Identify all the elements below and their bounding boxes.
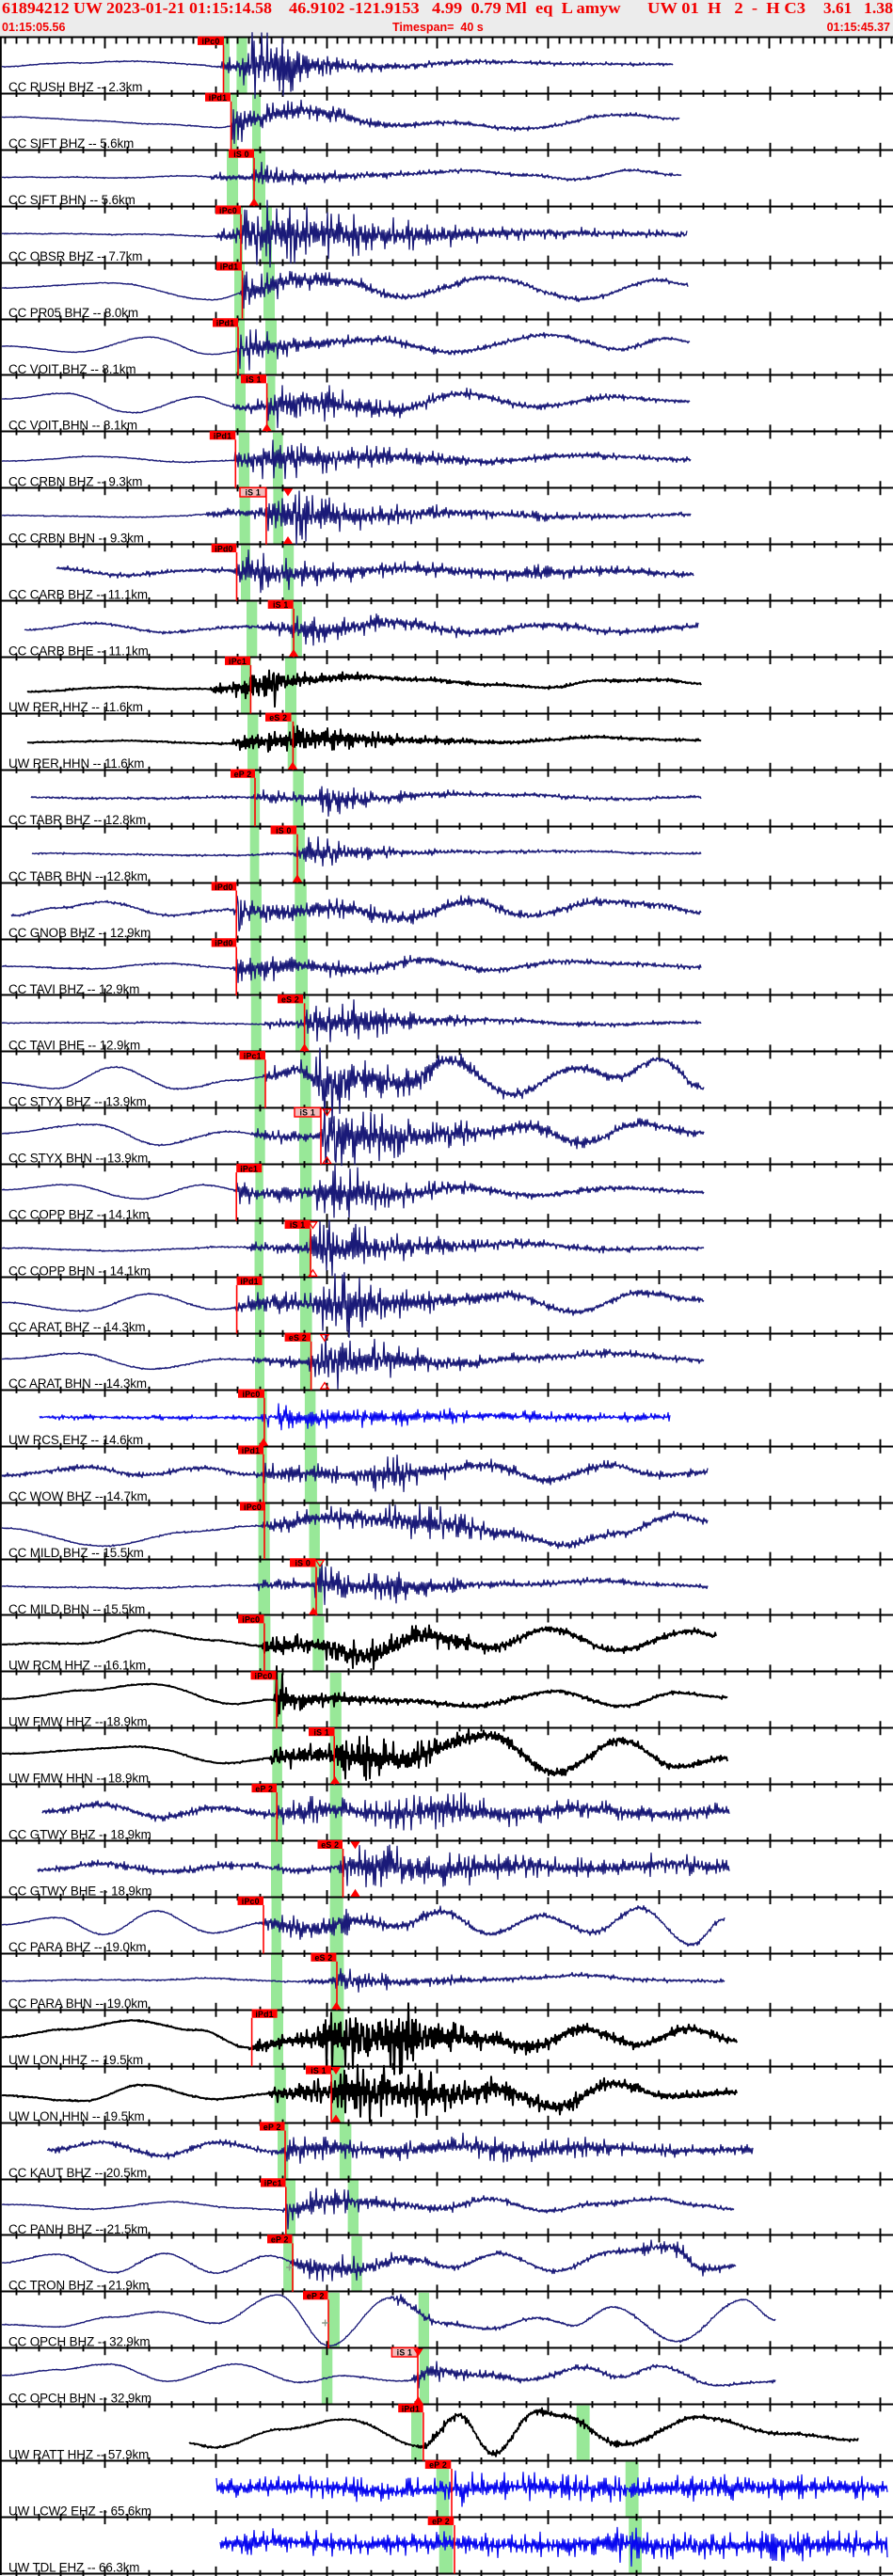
svg-text:eP 2: eP 2 [432, 2517, 450, 2526]
svg-text:iS 0: iS 0 [233, 150, 248, 159]
svg-text:eS 2: eS 2 [314, 1953, 332, 1963]
svg-text:iS 1: iS 1 [246, 375, 261, 385]
svg-text:iPc0: iPc0 [243, 1390, 261, 1399]
svg-text:iS 1: iS 1 [273, 600, 288, 610]
svg-text:iPc0: iPc0 [244, 1503, 262, 1512]
svg-text:CC MILD BHN -- 15.5km: CC MILD BHN -- 15.5km [8, 1602, 145, 1616]
svg-text:eP 2: eP 2 [307, 2292, 325, 2301]
svg-text:CC STYX BHN -- 13.9km: CC STYX BHN -- 13.9km [8, 1152, 148, 1166]
svg-text:CC PANH BHZ -- 21.5km: CC PANH BHZ -- 21.5km [8, 2222, 148, 2236]
svg-text:CC TABR BHN -- 12.8km: CC TABR BHN -- 12.8km [8, 869, 148, 883]
svg-text:iS 1: iS 1 [397, 2347, 412, 2357]
svg-text:eP 2: eP 2 [255, 1784, 273, 1793]
svg-text:UW LON HHZ -- 19.5km: UW LON HHZ -- 19.5km [8, 2053, 143, 2067]
svg-text:CC SIFT BHZ -- 5.6km: CC SIFT BHZ -- 5.6km [8, 136, 134, 151]
svg-text:CC CRBN BHN -- 9.3km: CC CRBN BHN -- 9.3km [8, 531, 144, 545]
svg-text:iPc1: iPc1 [244, 1051, 262, 1060]
svg-text:eP 2: eP 2 [234, 770, 252, 779]
svg-text:iS 1: iS 1 [300, 1107, 315, 1117]
svg-text:CC SIFT BHN -- 5.6km: CC SIFT BHN -- 5.6km [8, 193, 136, 207]
svg-text:UW RER HHN -- 11.6km: UW RER HHN -- 11.6km [8, 756, 144, 771]
svg-text:eS 2: eS 2 [289, 1333, 307, 1343]
svg-text:iPc0: iPc0 [219, 206, 237, 215]
svg-text:iPd1: iPd1 [209, 93, 227, 103]
svg-text:iPd1: iPd1 [214, 431, 231, 440]
svg-text:eP 2: eP 2 [271, 2235, 289, 2245]
svg-text:eP 2: eP 2 [429, 2460, 447, 2470]
svg-text:CC PR05 BHZ -- 8.0km: CC PR05 BHZ -- 8.0km [8, 306, 138, 320]
svg-text:CC ARAT BHN -- 14.3km: CC ARAT BHN -- 14.3km [8, 1376, 147, 1391]
svg-text:CC GNOB BHZ -- 12.9km: CC GNOB BHZ -- 12.9km [8, 926, 151, 940]
svg-text:CC VOIT BHZ -- 8.1km: CC VOIT BHZ -- 8.1km [8, 362, 136, 376]
svg-text:iS 1: iS 1 [290, 1220, 305, 1230]
svg-text:CC CARB BHE -- 11.1km: CC CARB BHE -- 11.1km [8, 644, 149, 658]
svg-text:iS 1: iS 1 [246, 487, 261, 497]
svg-text:UW LCW2 EHZ -- 65.6km: UW LCW2 EHZ -- 65.6km [8, 2504, 151, 2518]
svg-text:iS 1: iS 1 [314, 1727, 329, 1737]
svg-text:CC GTWY BHE -- 18.9km: CC GTWY BHE -- 18.9km [8, 1884, 151, 1898]
svg-text:CC CARB BHZ -- 11.1km: CC CARB BHZ -- 11.1km [8, 587, 148, 601]
svg-text:UW FMW HHZ -- 18.9km: UW FMW HHZ -- 18.9km [8, 1715, 148, 1729]
svg-text:iPd1: iPd1 [402, 2404, 420, 2413]
svg-text:eS 2: eS 2 [281, 995, 299, 1005]
svg-text:iPc0: iPc0 [202, 37, 220, 46]
svg-text:UW TDL EHZ -- 66.3km: UW TDL EHZ -- 66.3km [8, 2560, 139, 2574]
svg-text:UW RATT HHZ -- 57.9km: UW RATT HHZ -- 57.9km [8, 2447, 149, 2461]
svg-text:iPc0: iPc0 [242, 1897, 260, 1906]
svg-text:CC TABR BHZ -- 12.8km: CC TABR BHZ -- 12.8km [8, 813, 146, 827]
svg-text:UW RER HHZ -- 11.6km: UW RER HHZ -- 11.6km [8, 700, 143, 714]
svg-text:CC TAVI BHZ -- 12.9km: CC TAVI BHZ -- 12.9km [8, 982, 139, 996]
svg-text:iPc1: iPc1 [264, 2179, 282, 2188]
svg-text:iPc1: iPc1 [240, 1164, 258, 1173]
svg-text:CC PARA BHN -- 19.0km: CC PARA BHN -- 19.0km [8, 1996, 148, 2011]
svg-text:CC MILD BHZ -- 15.5km: CC MILD BHZ -- 15.5km [8, 1546, 144, 1560]
svg-text:CC COPP BHZ -- 14.1km: CC COPP BHZ -- 14.1km [8, 1207, 149, 1221]
svg-text:iPd1: iPd1 [240, 1277, 258, 1286]
svg-text:iS 0: iS 0 [295, 1559, 311, 1568]
svg-text:iPc0: iPc0 [255, 1671, 273, 1680]
svg-text:eS 2: eS 2 [321, 1840, 339, 1850]
svg-text:UW FMW HHN -- 18.9km: UW FMW HHN -- 18.9km [8, 1772, 149, 1786]
svg-text:CC ARAT BHZ -- 14.3km: CC ARAT BHZ -- 14.3km [8, 1320, 145, 1334]
svg-text:iS 0: iS 0 [276, 826, 291, 835]
svg-text:UW RCM HHZ -- 16.1km: UW RCM HHZ -- 16.1km [8, 1659, 146, 1673]
svg-text:CC VOIT BHN -- 8.1km: CC VOIT BHN -- 8.1km [8, 419, 137, 433]
svg-text:iPd0: iPd0 [215, 939, 232, 948]
svg-text:iPd0: iPd0 [215, 883, 232, 892]
svg-text:UW RCS EHZ -- 14.6km: UW RCS EHZ -- 14.6km [8, 1433, 143, 1447]
svg-text:CC WOW BHZ -- 14.7km: CC WOW BHZ -- 14.7km [8, 1489, 148, 1503]
svg-text:CC TRON BHZ -- 21.9km: CC TRON BHZ -- 21.9km [8, 2279, 149, 2293]
svg-text:iS 1: iS 1 [311, 2066, 326, 2075]
svg-text:CC OPCH BHN -- 32.9km: CC OPCH BHN -- 32.9km [8, 2392, 151, 2406]
svg-text:CC KAUT BHZ -- 20.5km: CC KAUT BHZ -- 20.5km [8, 2166, 147, 2180]
svg-text:iPd0: iPd0 [215, 544, 232, 553]
svg-text:eS 2: eS 2 [269, 713, 287, 723]
svg-text:CC RUSH BHZ -- 2.3km: CC RUSH BHZ -- 2.3km [8, 80, 142, 94]
svg-text:iPc0: iPc0 [242, 1615, 260, 1625]
svg-text:UW LON HHN -- 19.5km: UW LON HHN -- 19.5km [8, 2109, 145, 2123]
svg-text:CC CRBN BHZ -- 9.3km: CC CRBN BHZ -- 9.3km [8, 475, 142, 489]
svg-text:iPc1: iPc1 [229, 657, 247, 666]
svg-text:CC OPCH BHZ -- 32.9km: CC OPCH BHZ -- 32.9km [8, 2335, 150, 2349]
svg-text:iPd1: iPd1 [242, 1446, 260, 1455]
svg-text:CC STYX BHZ -- 13.9km: CC STYX BHZ -- 13.9km [8, 1095, 147, 1109]
svg-text:CC COPP BHN -- 14.1km: CC COPP BHN -- 14.1km [8, 1264, 151, 1278]
svg-text:iPd1: iPd1 [255, 2010, 273, 2019]
svg-text:iPd1: iPd1 [220, 262, 238, 272]
svg-text:CC PARA BHZ -- 19.0km: CC PARA BHZ -- 19.0km [8, 1940, 146, 1954]
svg-text:iPd1: iPd1 [216, 319, 234, 328]
svg-text:eP 2: eP 2 [263, 2123, 281, 2132]
svg-text:CC OBSR BHZ -- 7.7km: CC OBSR BHZ -- 7.7km [8, 249, 142, 263]
svg-text:CC GTWY BHZ -- 18.9km: CC GTWY BHZ -- 18.9km [8, 1827, 151, 1841]
svg-text:CC TAVI BHE -- 12.9km: CC TAVI BHE -- 12.9km [8, 1039, 140, 1053]
